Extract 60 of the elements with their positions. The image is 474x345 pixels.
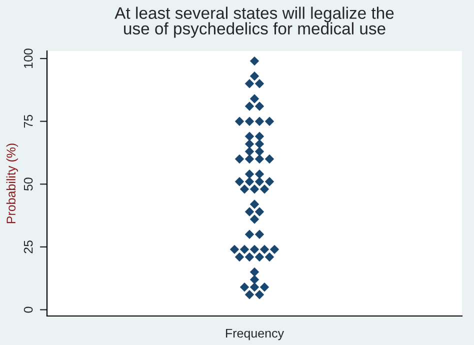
point (254, 207, 264, 216)
point (244, 116, 254, 126)
point (264, 252, 274, 262)
point (250, 94, 260, 104)
point (244, 207, 254, 216)
point (250, 274, 260, 284)
point (240, 282, 250, 292)
point (244, 230, 254, 239)
x-axis-title: Frequency (226, 328, 284, 340)
point (254, 132, 264, 142)
point (254, 230, 264, 239)
point (234, 177, 244, 186)
point (244, 169, 254, 179)
point (244, 139, 254, 149)
point (254, 116, 264, 126)
point (254, 79, 264, 88)
point (260, 184, 270, 194)
y-axis-title: Probability (%) (6, 144, 18, 224)
point (250, 56, 260, 66)
point (244, 102, 254, 111)
point (254, 146, 264, 156)
point (250, 214, 260, 224)
point (250, 244, 260, 254)
point (270, 244, 280, 254)
point (250, 267, 260, 277)
point (254, 139, 264, 149)
y-tick-label: 50 (24, 178, 33, 191)
point (250, 72, 260, 81)
point (230, 244, 240, 254)
point (240, 184, 250, 194)
point (254, 290, 264, 300)
point (244, 132, 254, 142)
point (250, 184, 260, 194)
y-tick-label: 25 (24, 240, 33, 254)
point (264, 154, 274, 164)
point (260, 244, 270, 254)
point (240, 244, 250, 254)
y-tick-label: 0 (24, 306, 33, 313)
point (254, 154, 264, 164)
point (260, 282, 270, 292)
point (250, 282, 260, 292)
point (264, 177, 274, 186)
point (244, 177, 254, 186)
point (244, 79, 254, 88)
y-tick-label: 100 (24, 48, 33, 68)
point (244, 252, 254, 262)
point (254, 102, 264, 111)
point (244, 290, 254, 300)
chart-title: At least several states will legalize the use of psychedelics for medical use (114, 6, 394, 38)
y-tick-label: 75 (24, 114, 33, 128)
point (234, 154, 244, 164)
point (244, 146, 254, 156)
point (254, 169, 264, 179)
point (234, 252, 244, 262)
point (254, 252, 264, 262)
point (254, 177, 264, 186)
point (234, 116, 244, 126)
point (250, 200, 260, 209)
point (264, 116, 274, 126)
point (244, 154, 254, 164)
